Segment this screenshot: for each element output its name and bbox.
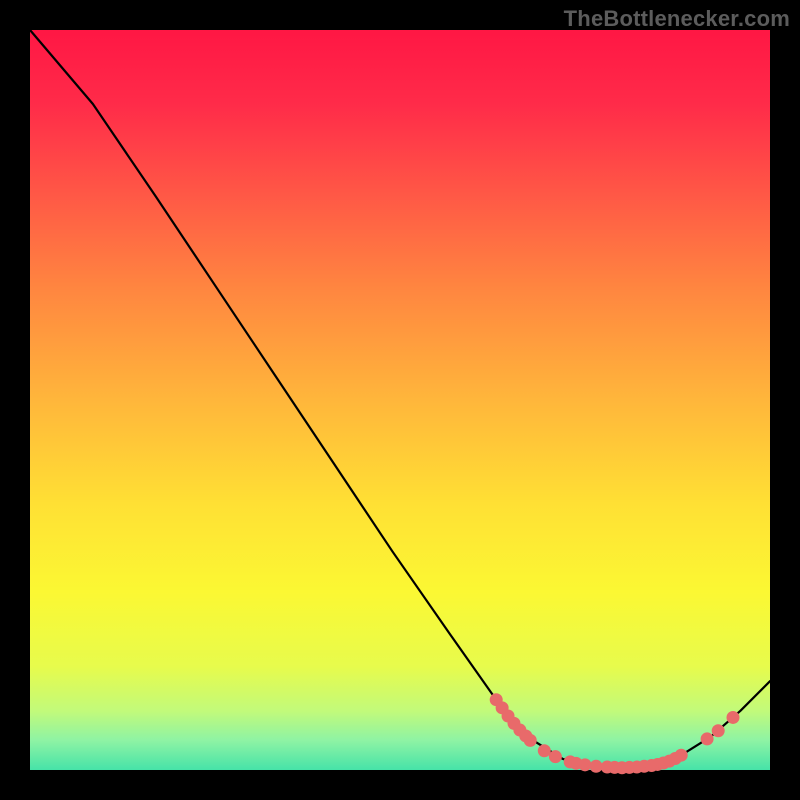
data-marker bbox=[675, 749, 688, 762]
data-marker bbox=[590, 760, 603, 773]
watermark-label: TheBottlenecker.com bbox=[564, 6, 790, 32]
data-marker bbox=[549, 750, 562, 763]
data-marker bbox=[701, 732, 714, 745]
data-marker bbox=[712, 724, 725, 737]
data-marker bbox=[538, 744, 551, 757]
data-marker bbox=[579, 758, 592, 771]
chart-container: TheBottlenecker.com bbox=[0, 0, 800, 800]
bottleneck-chart bbox=[0, 0, 800, 800]
plot-background bbox=[30, 30, 770, 770]
data-marker bbox=[727, 711, 740, 724]
data-marker bbox=[524, 734, 537, 747]
